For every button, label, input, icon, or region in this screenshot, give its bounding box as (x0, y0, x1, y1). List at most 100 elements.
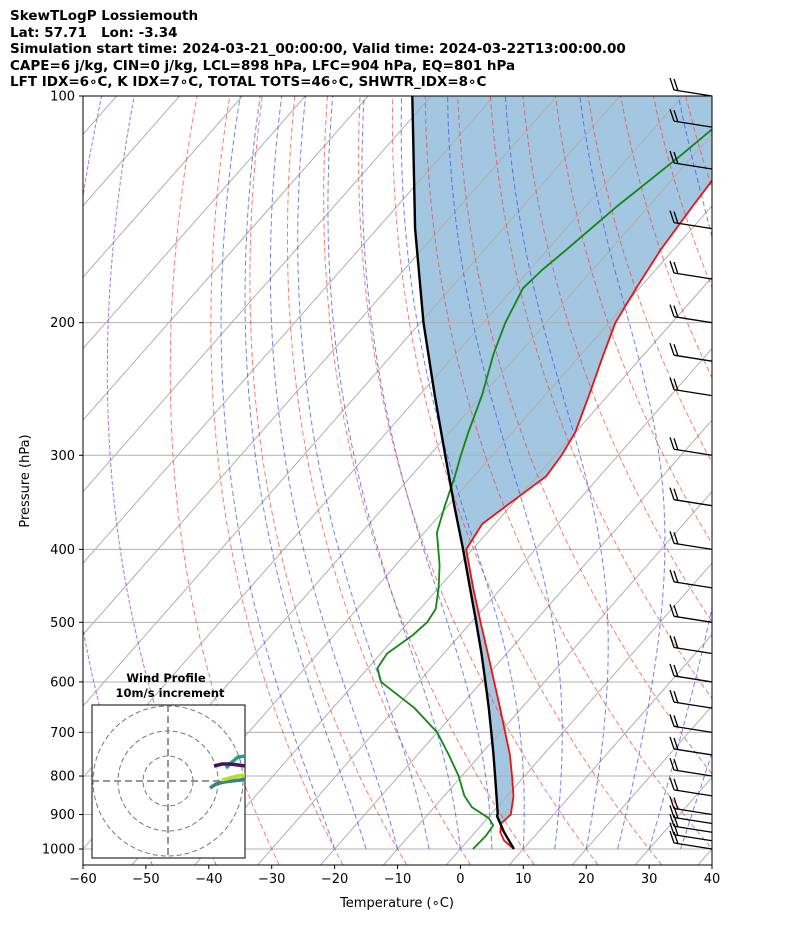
dry-adiabat (685, 96, 712, 190)
wind-barb (669, 437, 713, 456)
isotherm-line (257, 347, 712, 865)
wind-barb (669, 342, 713, 362)
isotherm-layer (83, 96, 712, 865)
dry-adiabat (249, 96, 408, 865)
hodo-trace-mid (221, 773, 245, 782)
wind-barb-staff (673, 316, 713, 324)
inset-title: Wind Profile (126, 671, 206, 685)
y-tick-label: 1000 (42, 843, 75, 858)
moist-adiabat (648, 96, 712, 850)
y-tick-label: 200 (50, 316, 75, 331)
wind-barb-staff (673, 120, 713, 128)
hodo-trace-low (209, 777, 245, 790)
temperature-line (465, 179, 712, 850)
title-location: Lat: 57.71 Lon: -3.34 (10, 24, 178, 41)
wind-barb-flag (669, 635, 675, 648)
wind-barb-flag (673, 488, 679, 501)
title-times: Simulation start time: 2024-03-21_00:00:… (10, 41, 626, 58)
dry-adiabat (391, 96, 663, 865)
wind-barb (669, 777, 713, 797)
parcel-profile-line (411, 96, 515, 850)
wind-barb-flag (669, 604, 675, 617)
wind-barb-flag (669, 805, 675, 818)
wind-barb-flag (669, 77, 675, 91)
y-tick-label: 100 (50, 90, 75, 105)
x-tick-label: 10 (515, 872, 532, 887)
wind-barb-staff (673, 499, 713, 507)
wind-barb (669, 77, 713, 97)
isotherm-line (83, 96, 432, 493)
moist-adiabat (269, 96, 398, 850)
y-tick-label: 300 (50, 449, 75, 464)
moist-adiabat (447, 96, 563, 850)
wind-barb (669, 714, 713, 734)
dry-adiabat (784, 96, 794, 865)
moist-adiabat (711, 847, 712, 849)
wind-barb-flag (669, 260, 675, 274)
wind-barb-flag (673, 737, 679, 751)
wind-barb-staff (673, 816, 713, 825)
wind-barb-flag (669, 757, 675, 771)
wind-barb (669, 569, 713, 589)
wind-barb-staff (673, 748, 713, 756)
wind-barb-flag (673, 261, 679, 275)
wind-barb-flag (669, 304, 675, 317)
wind-barb-flag (673, 109, 679, 123)
wind-barb-staff (673, 842, 713, 850)
x-tick-label: −20 (321, 872, 348, 887)
hodograph-inset: Wind Profile 10m/s increment (91, 671, 246, 859)
wind-barb (669, 604, 713, 623)
y-tick-label: 900 (50, 808, 75, 823)
y-tick-label: 600 (50, 675, 75, 690)
x-axis-label: Temperature (∘C) (339, 896, 454, 911)
wind-barb-flag (669, 822, 675, 835)
isotherm-line (83, 96, 495, 564)
cape-shading (412, 96, 712, 833)
dry-adiabat (210, 96, 344, 865)
moist-adiabat (327, 96, 461, 850)
chart-title: SkewTLogP Lossiemouth Lat: 57.71 Lon: -3… (10, 8, 626, 91)
wind-barb-staff (673, 675, 713, 683)
dry-adiabat (522, 96, 712, 623)
wind-barb-flag (669, 569, 675, 583)
wind-barb (669, 210, 713, 230)
wind-barb-staff (673, 725, 713, 734)
y-tick-label: 500 (50, 616, 75, 631)
wind-barb-flag (673, 570, 679, 584)
wind-barb-staff (673, 272, 713, 280)
wind-barb-staff (673, 789, 713, 797)
title-indices-1: CAPE=6 j/kg, CIN=0 j/kg, LCL=898 hPa, LF… (10, 57, 516, 74)
wind-barb-flag (673, 211, 679, 224)
dry-adiabat (358, 96, 599, 865)
wind-barb-flag (673, 690, 679, 704)
wind-barbs (669, 77, 713, 850)
title-station: SkewTLogP Lossiemouth (10, 8, 199, 24)
moist-adiabat (361, 96, 493, 849)
dewpoint-line (376, 128, 712, 850)
wind-barb-flag (669, 531, 675, 544)
x-tick-label: 40 (704, 872, 721, 887)
wind-barb-staff (673, 807, 713, 816)
wind-barb-flag (673, 532, 679, 545)
wind-barb-staff (673, 615, 713, 623)
isotherm-line (83, 96, 369, 421)
isotherm-line (83, 96, 243, 278)
wind-barb (669, 108, 713, 128)
dry-adiabat (424, 96, 712, 850)
y-tick-label: 800 (50, 770, 75, 785)
hodo-trace-top (213, 762, 245, 768)
wind-barb-staff (673, 389, 713, 397)
wind-barb-flag (673, 715, 679, 728)
wind-barb-flag (673, 305, 679, 318)
y-tick-label: 700 (50, 726, 75, 741)
wind-barb-staff (673, 89, 713, 97)
mixing-ratio-line (106, 96, 217, 865)
wind-barb-flag (669, 714, 675, 727)
wind-barb (669, 689, 713, 709)
wind-barb-flag (669, 830, 675, 844)
wind-barb-flag (669, 689, 675, 703)
x-tick-label: −40 (195, 872, 222, 887)
isotherm-line (508, 633, 712, 865)
wind-barb-flag (669, 210, 675, 223)
